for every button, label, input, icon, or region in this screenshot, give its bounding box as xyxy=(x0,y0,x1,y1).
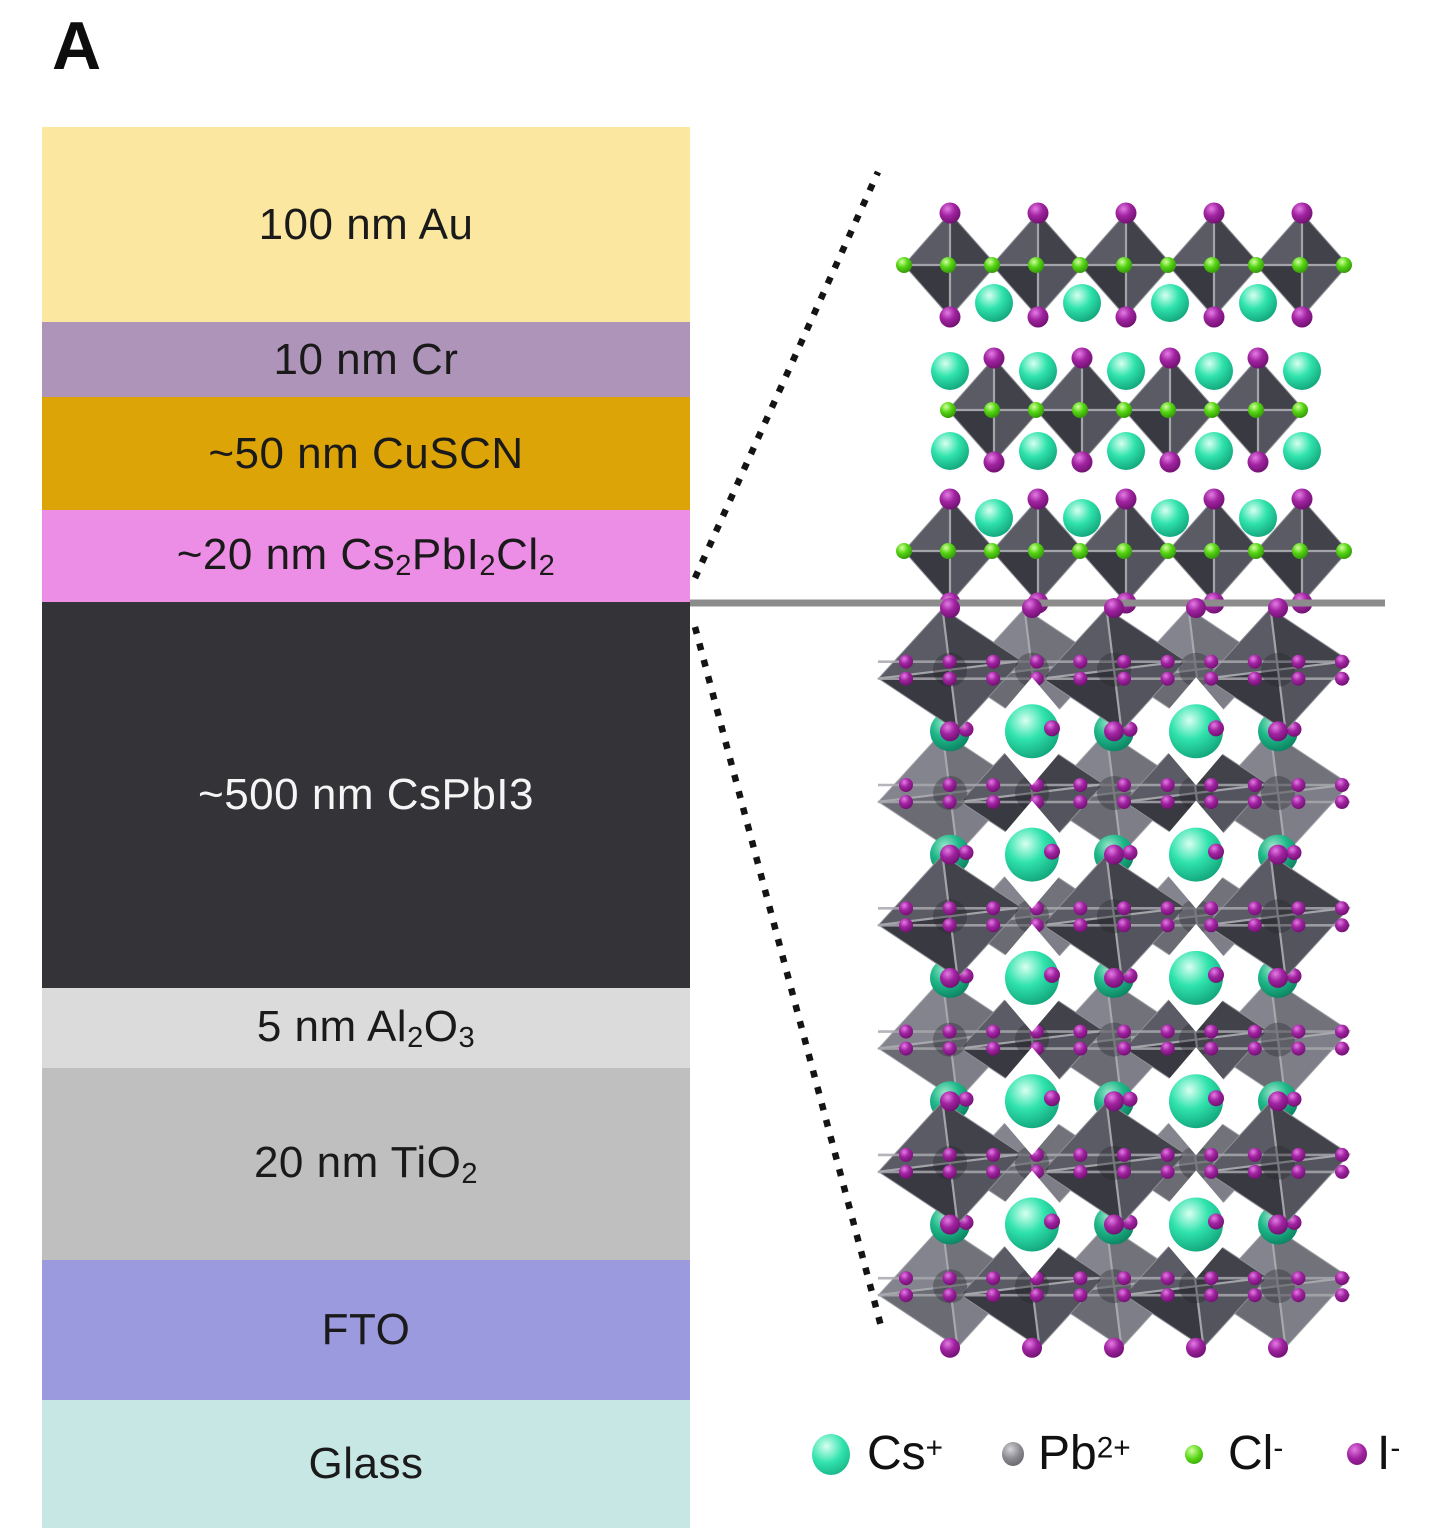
layer-tio2: 20 nm TiO2 xyxy=(42,1068,690,1260)
layer-label-cspbi3: ~500 nm CsPbI3 xyxy=(198,770,534,819)
layer-label-fto: FTO xyxy=(321,1305,411,1354)
layer-cs2pbi2cl2: ~20 nm Cs2PbI2Cl2 xyxy=(42,510,690,602)
layer-label-tio2: 20 nm TiO2 xyxy=(253,1137,479,1190)
layer-al2o3: 5 nm Al2O3 xyxy=(42,988,690,1068)
layer-label-cs2pbi2cl2: ~20 nm Cs2PbI2Cl2 xyxy=(176,529,556,582)
device-layer-stack: 100 nm Au 10 nm Cr ~50 nm CuSCN ~20 nm Cs2P… xyxy=(42,127,690,1528)
layer-au: 100 nm Au xyxy=(42,127,690,322)
perovskite-bottom xyxy=(877,598,1351,1358)
layer-cspbi3: ~500 nm CsPbI3 xyxy=(42,602,690,988)
layer-cuscn: ~50 nm CuSCN xyxy=(42,397,690,510)
layer-label-au: 100 nm Au xyxy=(258,199,474,249)
layer-label-al2o3: 5 nm Al2O3 xyxy=(256,1001,476,1054)
layer-label-cuscn: ~50 nm CuSCN xyxy=(208,428,524,478)
layer-cr: 10 nm Cr xyxy=(42,322,690,397)
layered-perovskite-top xyxy=(896,202,1352,614)
layer-glass: Glass xyxy=(42,1400,690,1528)
layer-label-cr: 10 nm Cr xyxy=(273,334,459,384)
layer-fto: FTO xyxy=(42,1260,690,1400)
figure-label: A xyxy=(52,8,102,84)
layer-label-glass: Glass xyxy=(308,1439,424,1488)
magnifier-dotted-lines xyxy=(691,170,886,1331)
